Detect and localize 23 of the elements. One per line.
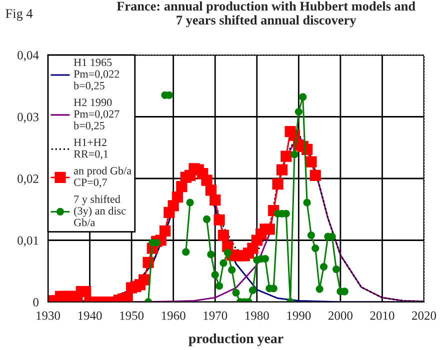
x-tick-label: 1940 (78, 311, 102, 320)
x-tick-label: 2010 (370, 311, 394, 320)
legend-label: H1+H2 RR=0,1 (74, 138, 108, 160)
legend-label: H1 1965 Pm=0,022 b=0,25 (74, 58, 120, 91)
y-tick-label: 0,03 (18, 112, 38, 124)
caption: Fig 4 (6, 9, 33, 21)
x-tick-label: 1950 (120, 311, 144, 320)
x-axis-title: production year (188, 333, 284, 346)
x-tick-label: 1960 (162, 311, 186, 320)
legend-label: H2 1990 Pm=0,027 b=0,25 (74, 98, 120, 131)
x-tick-label: 2000 (328, 311, 352, 320)
legend-label: an prod Gb/a CP=0,7 (74, 166, 132, 188)
x-tick-label: 1990 (287, 311, 311, 320)
x-tick-label: 1930 (36, 311, 60, 320)
chart-title: France: annual production with Hubbert models and 7 years shifted annual discovery (116, 1, 416, 28)
y-tick-label: 0,01 (18, 236, 38, 247)
y-tick-label: 0,04 (18, 51, 39, 62)
x-tick-label: 2020 (412, 311, 436, 320)
x-tick-label: 1980 (245, 311, 269, 320)
y-tick-label: 0 (33, 298, 38, 306)
y-tick-label: 0,02 (18, 174, 38, 185)
x-tick-label: 1970 (204, 311, 228, 320)
legend-label: 7 y shifted (3y) an disc Gb/a (74, 195, 126, 226)
